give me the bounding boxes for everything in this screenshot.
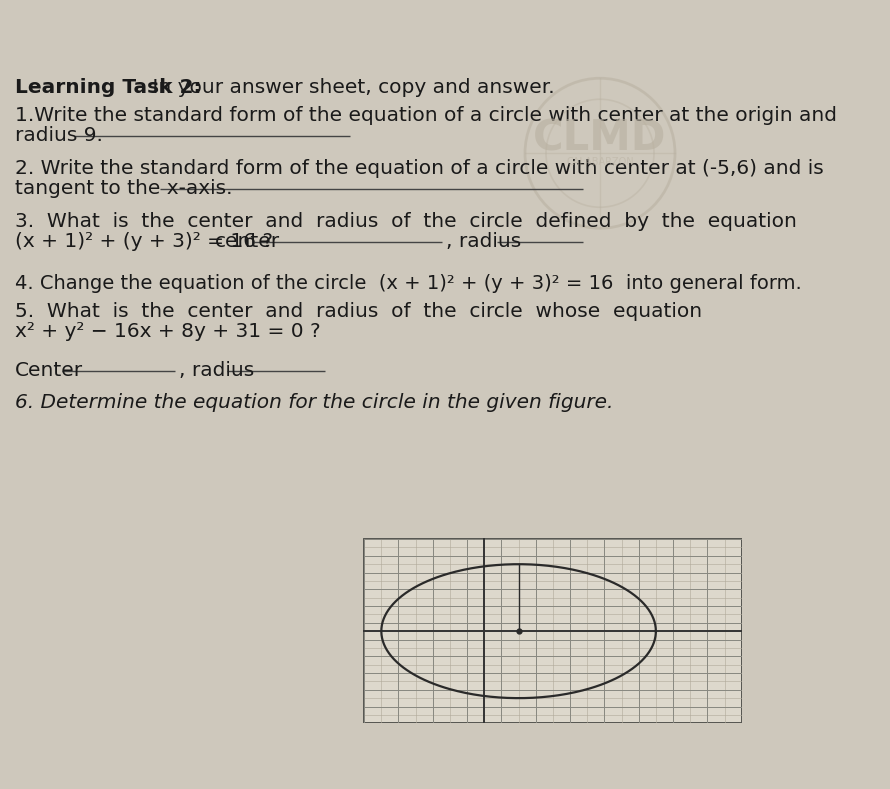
Text: center: center — [215, 233, 280, 252]
Text: In your answer sheet, copy and answer.: In your answer sheet, copy and answer. — [146, 78, 554, 97]
Text: CLMD: CLMD — [533, 118, 667, 159]
Text: 3.  What  is  the  center  and  radius  of  the  circle  defined  by  the  equat: 3. What is the center and radius of the … — [15, 211, 797, 230]
Text: 4. Change the equation of the circle  (x + 1)² + (y + 3)² = 16  into general for: 4. Change the equation of the circle (x … — [15, 274, 802, 293]
Bar — [364, 539, 741, 724]
Text: , radius: , radius — [179, 361, 255, 380]
Text: tangent to the x-axis.: tangent to the x-axis. — [15, 179, 232, 198]
Text: x² + y² − 16x + 8y + 31 = 0 ?: x² + y² − 16x + 8y + 31 = 0 ? — [15, 323, 320, 342]
Text: , radius: , radius — [446, 233, 521, 252]
Text: 6. Determine the equation for the circle in the given figure.: 6. Determine the equation for the circle… — [15, 393, 613, 412]
Text: radius 9.: radius 9. — [15, 125, 103, 144]
Text: Learning Task 2:: Learning Task 2: — [15, 78, 201, 97]
Text: 2. Write the standard form of the equation of a circle with center at (-5,6) and: 2. Write the standard form of the equati… — [15, 159, 824, 178]
Text: CALABARZON: CALABARZON — [566, 156, 634, 166]
Text: Center: Center — [15, 361, 83, 380]
Text: 1.Write the standard form of the equation of a circle with center at the origin : 1.Write the standard form of the equatio… — [15, 106, 837, 125]
Text: (x + 1)² + (y + 3)² = 16 ?: (x + 1)² + (y + 3)² = 16 ? — [15, 233, 273, 252]
Bar — [364, 539, 741, 724]
Text: 5.  What  is  the  center  and  radius  of  the  circle  whose  equation: 5. What is the center and radius of the … — [15, 301, 702, 320]
